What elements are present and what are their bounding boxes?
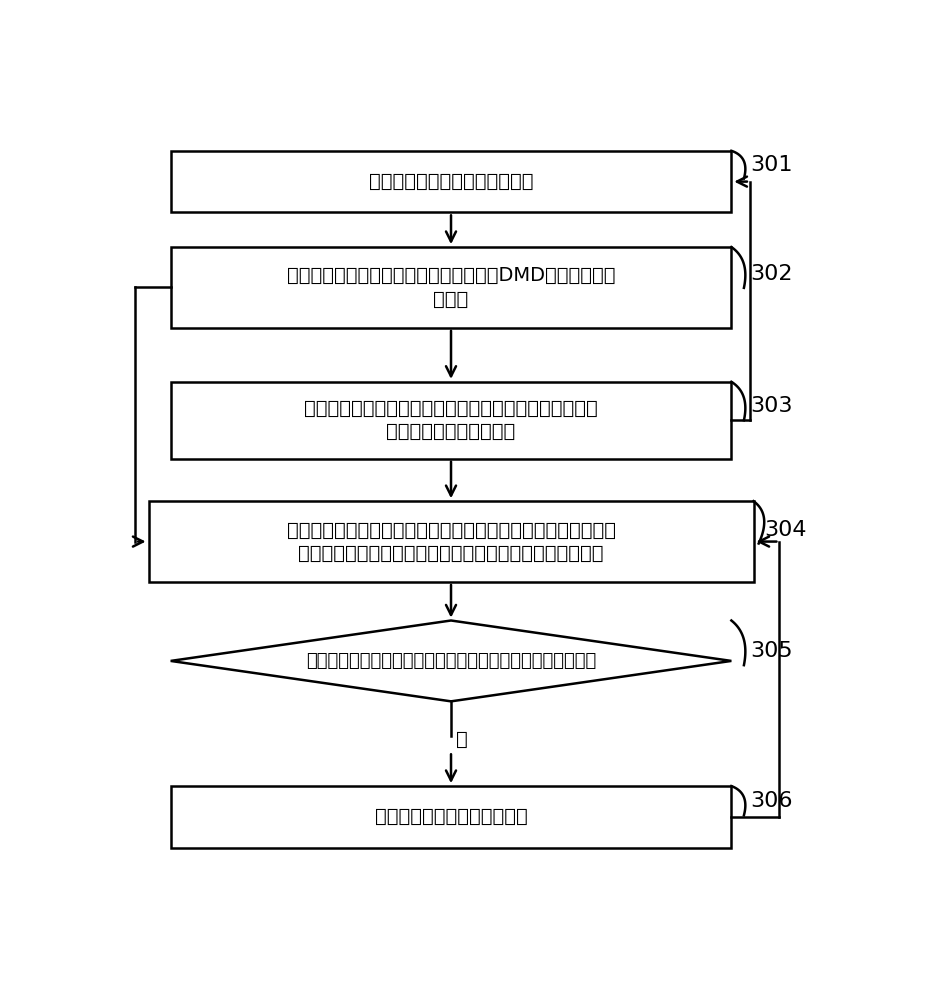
Text: 305: 305 [750, 641, 792, 661]
Text: 当两组对比点中每个对比点的温度均没有超过温度告警阈值时，: 当两组对比点中每个对比点的温度均没有超过温度告警阈值时， [287, 521, 616, 540]
Text: 获取两组对比点中每个点的温度: 获取两组对比点中每个点的温度 [368, 172, 533, 191]
Text: 304: 304 [764, 520, 807, 540]
Text: 根据两组对比点中每个点的温度，确定每组对比点的温度差: 根据两组对比点中每个点的温度，确定每组对比点的温度差 [298, 544, 604, 563]
FancyBboxPatch shape [170, 786, 731, 848]
Text: 判断每组对比点的温度差的绝对值是否大于相应的温度差阈值: 判断每组对比点的温度差的绝对值是否大于相应的温度差阈值 [306, 652, 596, 670]
Text: 是: 是 [456, 730, 468, 749]
FancyBboxPatch shape [170, 151, 731, 212]
FancyBboxPatch shape [149, 501, 754, 582]
Text: 移动光机照明系统中的光导管: 移动光机照明系统中的光导管 [375, 807, 527, 826]
Text: 306: 306 [750, 791, 792, 811]
FancyBboxPatch shape [170, 247, 731, 328]
Text: 303: 303 [750, 396, 792, 416]
Text: 301: 301 [750, 155, 792, 175]
Text: 光学照明系统中的光导管: 光学照明系统中的光导管 [387, 422, 516, 441]
Text: 当两组对比点中任一点的温度超过温度告警阈值时，移动: 当两组对比点中任一点的温度超过温度告警阈值时，移动 [304, 399, 598, 418]
Text: 302: 302 [750, 264, 792, 284]
Text: 判断两组对比点中每个点的温度是否超过DMD光阀的温度报: 判断两组对比点中每个点的温度是否超过DMD光阀的温度报 [287, 266, 615, 285]
Text: 警阈值: 警阈值 [433, 290, 468, 309]
FancyBboxPatch shape [170, 382, 731, 459]
Polygon shape [170, 620, 731, 701]
